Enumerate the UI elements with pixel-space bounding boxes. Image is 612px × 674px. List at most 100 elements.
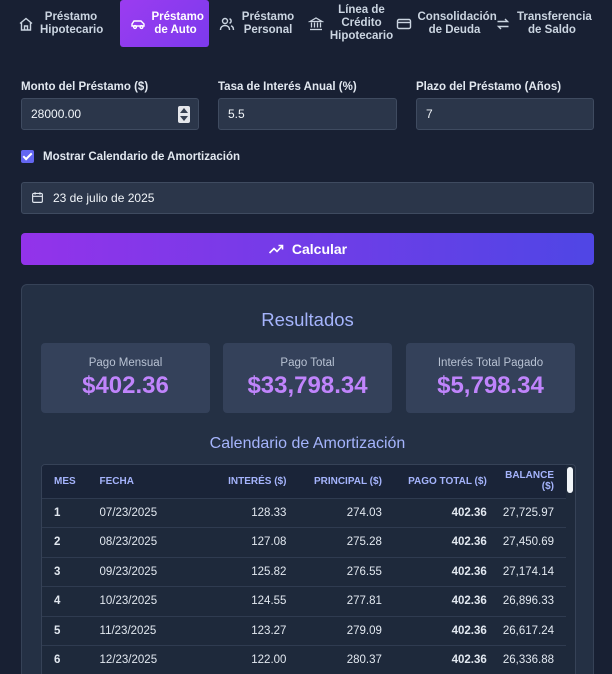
- credit-card-icon: [396, 16, 412, 32]
- calculate-label: Calcular: [291, 241, 348, 257]
- cell-total-payment: 402.36: [451, 624, 487, 637]
- amount-stepper[interactable]: [178, 106, 190, 123]
- cell-principal: 279.09: [346, 624, 382, 637]
- total-interest-value: $5,798.34: [437, 372, 544, 399]
- cell-total-payment: 402.36: [451, 654, 487, 667]
- cell-interest: 125.82: [251, 565, 287, 578]
- results-panel: Resultados Pago Mensual $402.36 Pago Tot…: [21, 284, 594, 674]
- cell-total-payment: 402.36: [451, 506, 487, 519]
- schedule-title: Calendario de Amortización: [209, 435, 406, 452]
- total-payment-value: $33,798.34: [247, 372, 368, 399]
- tab-debt-consolidation[interactable]: Consolidación de Deuda: [396, 0, 497, 47]
- loan-term-input[interactable]: 7: [416, 98, 594, 130]
- interest-rate-value: 5.5: [228, 107, 245, 121]
- interest-rate-input[interactable]: 5.5: [218, 98, 397, 130]
- header-date: FECHA: [99, 475, 134, 487]
- calendar-icon: [31, 191, 45, 205]
- car-icon: [130, 16, 146, 32]
- cell-principal: 275.28: [346, 536, 382, 549]
- interest-rate-label: Tasa de Interés Anual (%): [218, 81, 357, 93]
- monthly-payment-label: Pago Mensual: [88, 357, 163, 369]
- loan-amount-value: 28000.00: [31, 107, 82, 121]
- cell-date: 12/23/2025: [99, 654, 158, 667]
- total-payment-card: Pago Total $33,798.34: [223, 343, 392, 413]
- users-icon: [219, 16, 235, 32]
- cell-balance: 27,725.97: [502, 506, 554, 519]
- show-schedule-checkbox[interactable]: [21, 150, 34, 163]
- cell-date: 10/23/2025: [99, 595, 158, 608]
- cell-interest: 124.55: [251, 595, 287, 608]
- header-interest: INTERÉS ($): [228, 475, 287, 487]
- cell-principal: 277.81: [346, 595, 382, 608]
- monthly-payment-value: $402.36: [82, 372, 169, 399]
- loan-amount-label: Monto del Préstamo ($): [21, 81, 149, 93]
- cell-total-payment: 402.36: [451, 595, 487, 608]
- cell-month: 3: [54, 565, 61, 578]
- calculate-button[interactable]: Calcular: [21, 233, 594, 265]
- table-row: 5 11/23/2025 123.27 279.09 402.36 26,617.24: [42, 616, 566, 646]
- cell-date: 11/23/2025: [99, 624, 157, 637]
- table-row: 3 09/23/2025 125.82 276.55 402.36 27,174.14: [42, 557, 566, 587]
- cell-month: 1: [54, 506, 61, 519]
- tab-auto-loan[interactable]: Préstamo de Auto: [120, 0, 209, 47]
- cell-date: 07/23/2025: [99, 506, 158, 519]
- header-principal: PRINCIPAL ($): [313, 475, 382, 487]
- table-scrollbar[interactable]: [567, 467, 573, 493]
- cell-balance: 27,450.69: [502, 536, 554, 549]
- cell-interest: 122.00: [251, 654, 287, 667]
- loan-type-tabs: Préstamo Hipotecario Préstamo de Auto Pr…: [0, 0, 612, 48]
- loan-term-label: Plazo del Préstamo (Años): [416, 81, 562, 93]
- table-row: 1 07/23/2025 128.33 274.03 402.36 27,725.97: [42, 498, 566, 528]
- cell-interest: 123.27: [251, 624, 287, 637]
- header-total-payment: PAGO TOTAL ($): [408, 475, 487, 487]
- tab-balance-transfer[interactable]: Transferencia de Saldo: [491, 0, 592, 47]
- table-row: 4 10/23/2025 124.55 277.81 402.36 26,896.33: [42, 586, 566, 617]
- monthly-payment-card: Pago Mensual $402.36: [41, 343, 210, 413]
- home-icon: [18, 16, 34, 32]
- cell-balance: 26,617.24: [502, 624, 554, 637]
- cell-balance: 26,336.88: [502, 654, 554, 667]
- table-row: 6 12/23/2025 122.00 280.37 402.36 26,336.88: [42, 645, 566, 674]
- total-interest-card: Interés Total Pagado $5,798.34: [406, 343, 575, 413]
- total-payment-label: Pago Total: [280, 357, 335, 369]
- cell-total-payment: 402.36: [451, 536, 487, 549]
- header-month: MES: [54, 475, 76, 487]
- tab-label: Préstamo Hipotecario: [40, 10, 104, 36]
- tab-label: Transferencia de Saldo: [517, 10, 592, 36]
- cell-month: 4: [54, 595, 61, 608]
- cell-date: 08/23/2025: [99, 536, 158, 549]
- loan-amount-input[interactable]: 28000.00: [21, 98, 199, 130]
- cell-month: 5: [54, 624, 61, 637]
- tab-label: Consolidación de Deuda: [417, 10, 497, 36]
- amortization-table: MES FECHA INTERÉS ($) PRINCIPAL ($) PAGO…: [42, 465, 566, 674]
- tab-label: Línea de Crédito Hipotecario: [329, 4, 394, 42]
- cell-principal: 274.03: [346, 506, 382, 519]
- cell-date: 09/23/2025: [99, 565, 158, 578]
- bank-icon: [307, 16, 324, 32]
- tab-label: Préstamo de Auto: [151, 10, 204, 36]
- start-date-picker[interactable]: 23 de julio de 2025: [21, 182, 594, 214]
- cell-balance: 27,174.14: [502, 565, 554, 578]
- cell-balance: 26,896.33: [502, 595, 554, 608]
- cell-interest: 127.08: [251, 536, 287, 549]
- cell-principal: 276.55: [346, 565, 382, 578]
- tab-heloc[interactable]: Línea de Crédito Hipotecario: [305, 0, 396, 47]
- table-body: 1 07/23/2025 128.33 274.03 402.36 27,725.97 2 0…: [42, 498, 566, 674]
- cell-month: 2: [54, 536, 61, 549]
- trending-up-icon: [268, 241, 284, 257]
- transfer-icon: [495, 16, 511, 32]
- tab-personal-loan[interactable]: Préstamo Personal: [209, 0, 305, 47]
- amortization-table-container[interactable]: MES FECHA INTERÉS ($) PRINCIPAL ($) PAGO…: [41, 464, 576, 674]
- total-interest-label: Interés Total Pagado: [437, 357, 544, 369]
- loan-term-value: 7: [426, 107, 433, 121]
- tab-mortgage[interactable]: Préstamo Hipotecario: [0, 0, 120, 47]
- table-header-row: MES FECHA INTERÉS ($) PRINCIPAL ($) PAGO…: [42, 465, 566, 498]
- results-title: Resultados: [261, 309, 354, 330]
- cell-interest: 128.33: [251, 506, 287, 519]
- start-date-value: 23 de julio de 2025: [53, 191, 155, 205]
- cell-principal: 280.37: [346, 654, 382, 667]
- tab-label: Préstamo Personal: [241, 10, 295, 36]
- show-schedule-label: Mostrar Calendario de Amortización: [43, 151, 241, 163]
- cell-month: 6: [54, 654, 61, 667]
- header-balance: BALANCE ($): [505, 470, 554, 493]
